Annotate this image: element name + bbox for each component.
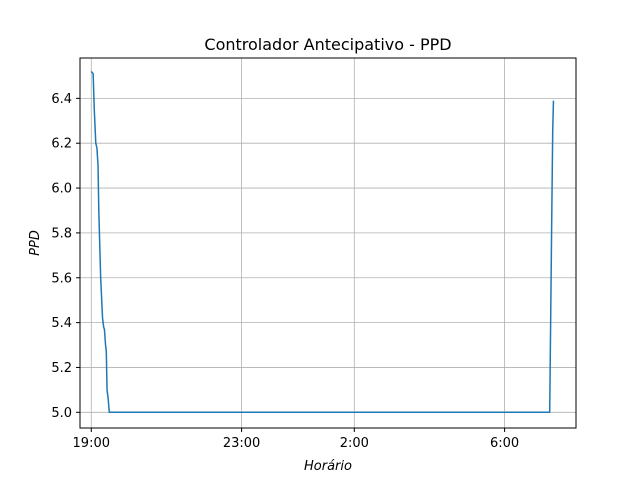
ppd-series-line xyxy=(90,70,555,414)
y-tick-label: 5.0 xyxy=(51,406,72,421)
axis-ticks: 19:00 23:00 2:00 6:00 5.0 5.2 5.4 5.6 5.8 6.0 6.2 6… xyxy=(51,92,519,451)
y-tick-label: 6.4 xyxy=(51,92,72,107)
x-tick-label: 19:00 xyxy=(73,436,110,451)
y-tick-label: 5.4 xyxy=(51,316,72,331)
x-tick-label: 2:00 xyxy=(340,436,369,451)
y-tick-label: 5.6 xyxy=(51,271,72,286)
y-axis-label: PPD xyxy=(28,230,43,256)
plot-frame xyxy=(79,57,577,429)
y-tick-label: 5.2 xyxy=(51,361,72,376)
x-tick-label: 23:00 xyxy=(223,436,260,451)
y-tick-label: 6.0 xyxy=(51,182,72,197)
chart-title: Controlador Antecipativo - PPD xyxy=(204,35,451,54)
y-tick-label: 5.8 xyxy=(51,226,72,241)
grid-lines xyxy=(80,58,576,428)
x-axis-label: Horário xyxy=(304,459,352,474)
series-layer xyxy=(90,70,555,414)
x-tick-label: 6:00 xyxy=(490,436,519,451)
y-tick-label: 6.2 xyxy=(51,137,72,152)
